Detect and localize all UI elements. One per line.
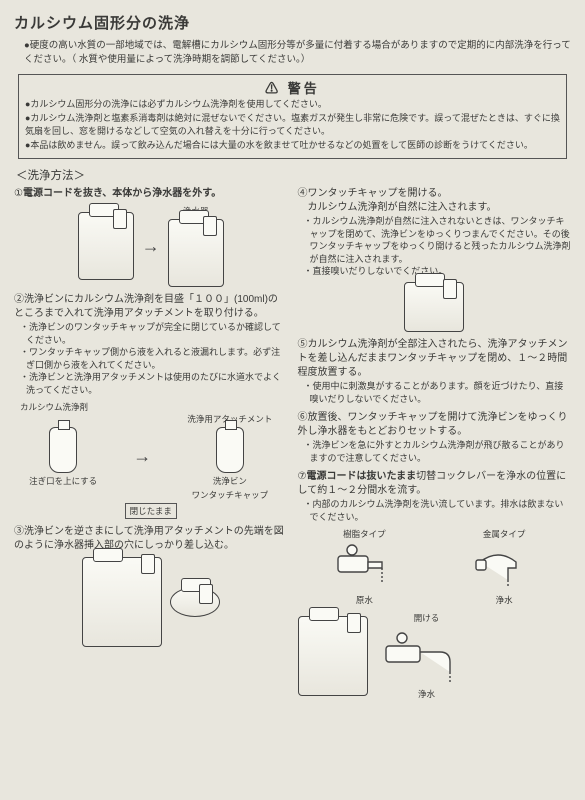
step-5: ⑤カルシウム洗浄剤が全部注入されたら、洗浄アタッチメントを差し込んだままワンタッ… <box>298 338 572 405</box>
step-num: ② <box>14 294 24 305</box>
arrow-icon: → <box>133 446 151 467</box>
open-label: 開ける <box>414 612 440 624</box>
step-heading: ワンタッチキャップを開ける。 <box>308 188 448 199</box>
device-top-icon <box>170 587 220 617</box>
method-label: ＜洗浄方法＞ <box>16 167 571 183</box>
spout-label: 注ぎ口を上にする <box>29 475 97 487</box>
step-heading: 洗浄ビンにカルシウム洗浄剤を目盛「１００」(100ml)のところまで入れて洗浄用… <box>14 294 278 319</box>
page-title: カルシウム固形分の洗浄 <box>14 12 571 33</box>
figure-step7: 開ける 浄水 <box>298 612 572 700</box>
device-icon <box>82 557 162 647</box>
step-num: ④ <box>298 188 308 199</box>
faucet-metal-icon <box>472 542 536 592</box>
device-icon <box>168 219 224 287</box>
metal-label: 金属タイプ <box>483 528 526 540</box>
step-num: ⑤ <box>298 339 308 350</box>
device-icon <box>298 616 368 696</box>
step-heading: 洗浄ビンを逆さまにして洗浄用アタッチメントの先端を図のように浄水器挿入部の穴にし… <box>14 526 284 551</box>
step-sub: ・使用中に刺激臭がすることがあります。顔を近づけたり、直接嗅いだりしないでくださ… <box>304 380 572 405</box>
device-icon <box>404 282 464 332</box>
closed-label: 閉じたまま <box>125 503 177 519</box>
faucet-row: 樹脂タイプ 原水 金属タイプ 浄水 <box>298 528 572 606</box>
warning-line: ●カルシウム固形分の洗浄には必ずカルシウム洗浄剤を使用してください。 <box>25 98 560 112</box>
step-num: ① <box>14 188 23 199</box>
step-6: ⑥放置後、ワンタッチキャップを開けて洗浄ビンをゆっくり外し浄水器をもとどおりセッ… <box>298 411 572 464</box>
bottle-icon <box>49 427 77 473</box>
warning-line: ●カルシウム洗浄剤と塩素系消毒剤は絶対に混ぜないでください。塩素ガスが発生し非常… <box>25 112 560 139</box>
right-column: ④ワンタッチキャップを開ける。 カルシウム洗浄剤が自然に注入されます。 ・カルシ… <box>298 187 572 706</box>
step-sub: ・カルシウム洗浄剤が自然に注入されないときは、ワンタッチキャップを閉めて、洗浄ビ… <box>304 215 572 265</box>
intro-text: ●硬度の高い水質の一部地域では、電解槽にカルシウム固形分等が多量に付着する場合が… <box>24 39 571 68</box>
faucet-combo-icon <box>382 626 472 686</box>
cap-label: ワンタッチキャップ <box>192 489 269 501</box>
step-3: ③洗浄ビンを逆さまにして洗浄用アタッチメントの先端を図のように浄水器挿入部の穴に… <box>14 525 288 647</box>
step-heading-bold: 電源コードは抜いたまま <box>306 471 416 482</box>
left-column: ①電源コードを抜き、本体から浄水器を外す。 → 浄水器 ②洗浄ビンにカルシウム洗… <box>14 187 288 706</box>
step-heading: 電源コードを抜き、本体から浄水器を外す。 <box>23 188 221 199</box>
step-sub: ・内部のカルシウム洗浄剤を洗い流しています。排水は飲まないでください。 <box>304 498 572 523</box>
warning-line: ●本品は飲めません。誤って飲み込んだ場合には大量の水を飲ませて吐かせるなどの処置… <box>25 139 560 153</box>
figure-step2: カルシウム洗浄剤 注ぎ口を上にする → 洗浄用アタッチメント 洗浄ビン ワンタッ… <box>14 401 288 519</box>
cleanser-label: カルシウム洗浄剤 <box>20 401 288 413</box>
step-1: ①電源コードを抜き、本体から浄水器を外す。 → 浄水器 <box>14 187 288 287</box>
jousui-label2: 浄水 <box>418 688 435 700</box>
figure-step3 <box>14 557 288 647</box>
faucet-resin-icon <box>332 542 396 592</box>
figure-step4 <box>298 282 572 332</box>
step-sub: ・洗浄ビンを急に外すとカルシウム洗浄剤が飛び散ることがありますので注意してくださ… <box>304 439 572 464</box>
step-sub: ・洗浄ビンのワンタッチキャップが完全に閉じているか確認してください。 <box>20 321 288 346</box>
step-2: ②洗浄ビンにカルシウム洗浄剤を目盛「１００」(100ml)のところまで入れて洗浄… <box>14 293 288 519</box>
step-subheading: カルシウム洗浄剤が自然に注入されます。 <box>308 201 572 215</box>
arrow-icon: → <box>142 236 160 257</box>
step-7: ⑦電源コードは抜いたまま切替コックレバーを浄水の位置にして約１～２分間水を流す。… <box>298 470 572 699</box>
jousui-label: 浄水 <box>496 594 513 606</box>
bottle-icon <box>216 427 244 473</box>
step-4: ④ワンタッチキャップを開ける。 カルシウム洗浄剤が自然に注入されます。 ・カルシ… <box>298 187 572 332</box>
device-icon <box>78 212 134 280</box>
step-sub: ・ワンタッチキャップ側から液を入れると液漏れします。必ず注ぎ口側から液を入れてく… <box>20 346 288 371</box>
step-heading: 放置後、ワンタッチキャップを開けて洗浄ビンをゆっくり外し浄水器をもとどおりセット… <box>298 412 568 437</box>
step-heading: カルシウム洗浄剤が全部注入されたら、洗浄アタッチメントを差し込んだままワンタッチ… <box>298 339 568 378</box>
two-column-layout: ①電源コードを抜き、本体から浄水器を外す。 → 浄水器 ②洗浄ビンにカルシウム洗… <box>14 187 571 706</box>
bin-label: 洗浄ビン <box>213 475 247 487</box>
step-num: ③ <box>14 526 24 537</box>
figure-step1: → 浄水器 <box>14 205 288 287</box>
gensui-label: 原水 <box>356 594 373 606</box>
step-sub: ・洗浄ビンと洗浄用アタッチメントは使用のたびに水道水でよく洗ってください。 <box>20 371 288 396</box>
warning-heading: 警告 <box>25 79 560 99</box>
step-num: ⑥ <box>298 412 308 423</box>
warning-box: 警告 ●カルシウム固形分の洗浄には必ずカルシウム洗浄剤を使用してください。 ●カ… <box>18 74 567 160</box>
resin-label: 樹脂タイプ <box>343 528 386 540</box>
